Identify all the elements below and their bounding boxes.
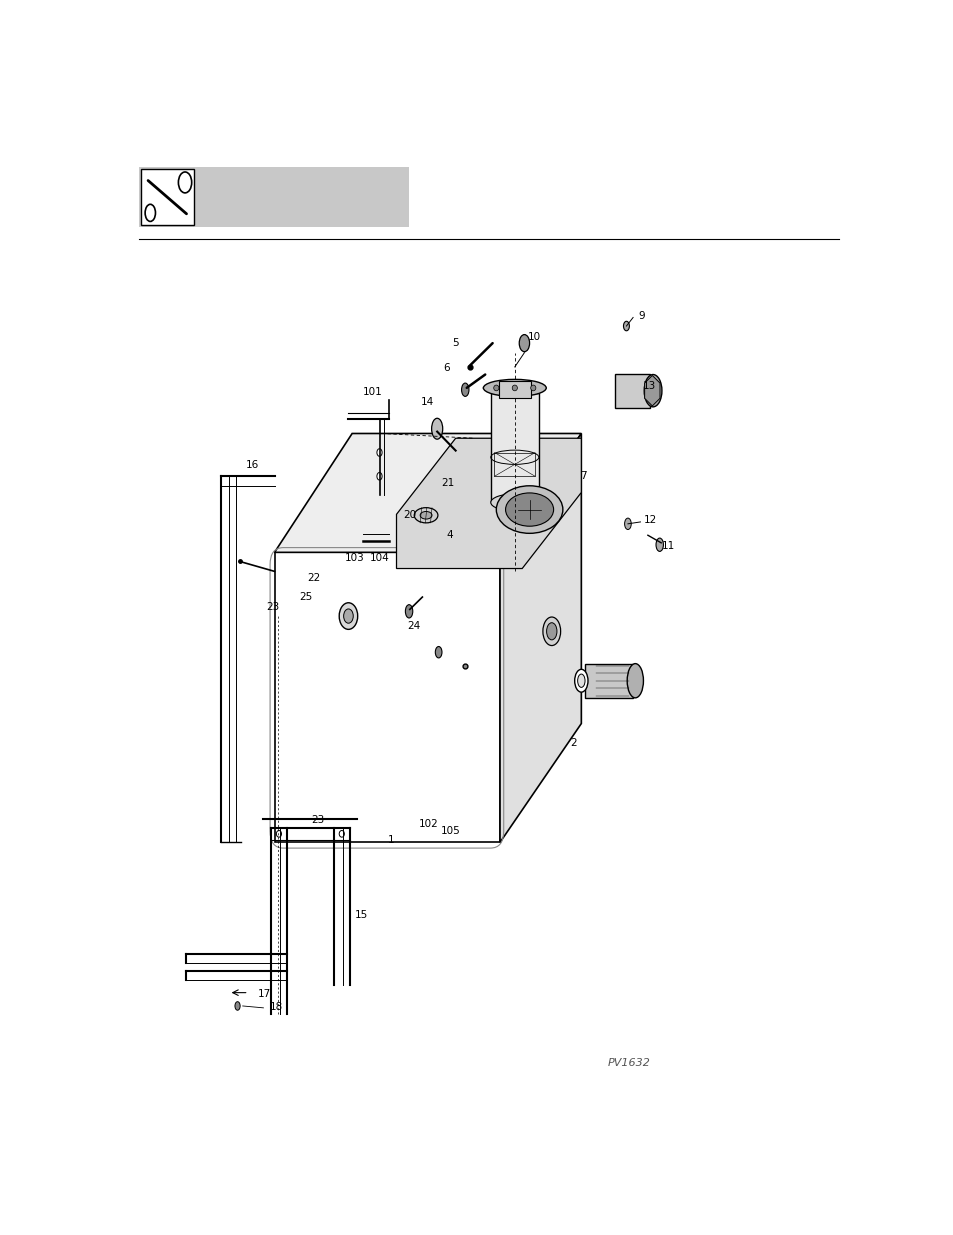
Text: 102: 102 [418, 819, 437, 830]
Polygon shape [644, 375, 659, 406]
Polygon shape [499, 433, 580, 842]
Bar [140, 169, 193, 225]
Ellipse shape [461, 383, 469, 396]
Ellipse shape [145, 204, 155, 221]
Ellipse shape [496, 485, 562, 534]
Text: 105: 105 [440, 826, 460, 836]
Ellipse shape [405, 605, 413, 618]
Text: 11: 11 [661, 541, 675, 551]
Ellipse shape [643, 374, 661, 406]
Text: 9: 9 [638, 310, 644, 321]
Text: 7: 7 [579, 472, 586, 482]
Ellipse shape [623, 321, 629, 331]
Text: 15: 15 [355, 910, 368, 920]
Bar [490, 393, 538, 503]
Text: 21: 21 [440, 478, 454, 488]
Bar [498, 380, 531, 398]
Text: 16: 16 [246, 459, 258, 469]
Ellipse shape [376, 473, 382, 480]
Ellipse shape [626, 663, 642, 698]
Bar [584, 663, 633, 698]
Text: 14: 14 [420, 398, 434, 408]
Bar [494, 452, 535, 477]
Text: 23: 23 [266, 601, 279, 611]
Text: 18: 18 [270, 1002, 283, 1011]
Text: 24: 24 [407, 620, 419, 631]
Text: 25: 25 [299, 592, 313, 601]
Ellipse shape [343, 609, 353, 624]
Ellipse shape [431, 419, 442, 440]
Ellipse shape [339, 830, 344, 837]
Ellipse shape [178, 172, 192, 193]
Ellipse shape [512, 385, 517, 390]
Ellipse shape [505, 493, 553, 526]
Ellipse shape [574, 669, 587, 692]
Ellipse shape [435, 646, 441, 658]
Text: 103: 103 [344, 553, 364, 563]
Text: 101: 101 [362, 387, 382, 396]
Text: 22: 22 [307, 573, 320, 583]
Ellipse shape [414, 508, 437, 522]
Text: 5: 5 [452, 338, 458, 348]
Ellipse shape [234, 1002, 240, 1010]
Text: 13: 13 [642, 380, 656, 391]
Text: 4: 4 [446, 530, 453, 540]
Ellipse shape [490, 494, 538, 511]
Ellipse shape [276, 830, 281, 837]
Text: 6: 6 [443, 363, 450, 373]
Polygon shape [274, 433, 580, 552]
Ellipse shape [376, 448, 382, 456]
Text: 104: 104 [369, 553, 389, 563]
Ellipse shape [518, 335, 529, 352]
Ellipse shape [577, 674, 584, 688]
Ellipse shape [656, 538, 662, 551]
Text: 10: 10 [528, 332, 540, 342]
Polygon shape [396, 438, 580, 568]
Ellipse shape [530, 385, 536, 390]
Text: PV1632: PV1632 [606, 1057, 649, 1068]
Bar [614, 373, 649, 408]
Bar [139, 167, 409, 227]
Text: 2: 2 [569, 737, 576, 747]
Text: 17: 17 [257, 988, 271, 999]
Ellipse shape [624, 519, 631, 530]
Text: 23: 23 [311, 815, 324, 825]
Text: 20: 20 [403, 510, 416, 520]
Ellipse shape [542, 618, 560, 646]
Ellipse shape [494, 385, 498, 390]
Ellipse shape [483, 379, 546, 396]
Ellipse shape [339, 603, 357, 630]
Text: 12: 12 [643, 515, 656, 525]
Ellipse shape [546, 622, 557, 640]
Text: 1: 1 [388, 836, 395, 846]
Ellipse shape [419, 511, 432, 519]
Polygon shape [274, 552, 499, 842]
